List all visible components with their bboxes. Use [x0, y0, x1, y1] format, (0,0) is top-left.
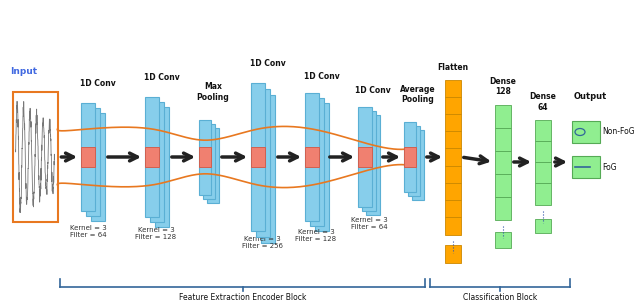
Bar — [199, 120, 211, 195]
Bar — [145, 147, 159, 167]
Bar — [366, 115, 380, 215]
Bar — [362, 111, 376, 211]
Text: 1D Conv: 1D Conv — [80, 79, 116, 88]
Bar — [404, 122, 416, 192]
Bar — [495, 105, 511, 127]
Bar — [404, 147, 416, 167]
Bar — [445, 114, 461, 131]
Bar — [358, 147, 372, 167]
Bar — [572, 156, 600, 178]
Bar — [13, 92, 58, 222]
Bar — [445, 166, 461, 183]
Bar — [535, 120, 551, 141]
Bar — [495, 174, 511, 196]
Bar — [91, 113, 105, 221]
Bar — [495, 196, 511, 220]
Bar — [305, 93, 319, 221]
Bar — [203, 124, 215, 199]
Bar — [572, 121, 600, 143]
Bar — [199, 147, 211, 167]
Text: Kernel = 3
Filter = 256: Kernel = 3 Filter = 256 — [241, 236, 282, 249]
Bar — [256, 89, 270, 237]
Text: Non-FoG: Non-FoG — [602, 127, 635, 137]
Text: Output: Output — [573, 92, 607, 101]
Bar — [535, 183, 551, 204]
Bar — [445, 200, 461, 217]
Text: 1D Conv: 1D Conv — [250, 59, 286, 68]
Bar — [81, 147, 95, 167]
Bar — [535, 141, 551, 162]
Bar — [261, 95, 275, 243]
Bar — [445, 245, 461, 263]
Bar — [445, 97, 461, 114]
Bar — [81, 103, 95, 211]
Text: Dense
64: Dense 64 — [529, 92, 556, 112]
Bar — [495, 127, 511, 150]
Text: Input: Input — [10, 67, 38, 76]
Text: Flatten: Flatten — [437, 63, 468, 71]
Text: 1D Conv: 1D Conv — [304, 72, 340, 81]
Bar — [495, 150, 511, 174]
Bar — [305, 147, 319, 167]
Text: Feature Extraction Encoder Block: Feature Extraction Encoder Block — [179, 293, 306, 302]
Bar — [535, 162, 551, 183]
Text: Dense
128: Dense 128 — [490, 77, 516, 96]
Text: 1D Conv: 1D Conv — [355, 86, 391, 95]
Bar — [86, 108, 100, 216]
Bar — [150, 102, 164, 222]
Text: FoG: FoG — [602, 163, 616, 171]
Bar — [495, 231, 511, 247]
Bar — [445, 131, 461, 149]
Bar — [251, 83, 265, 231]
Bar — [251, 147, 265, 167]
Text: 1D Conv: 1D Conv — [144, 73, 180, 82]
Text: Kernel = 3
Filter = 64: Kernel = 3 Filter = 64 — [70, 225, 106, 238]
Bar — [445, 217, 461, 235]
Bar — [358, 107, 372, 207]
Bar — [412, 130, 424, 200]
Text: Classification Block: Classification Block — [463, 293, 537, 302]
Bar — [155, 107, 169, 227]
Text: Kernel = 3
Filter = 128: Kernel = 3 Filter = 128 — [296, 229, 337, 242]
Text: Max
Pooling: Max Pooling — [196, 82, 229, 102]
Bar — [445, 80, 461, 97]
Bar — [207, 127, 219, 203]
Bar — [445, 149, 461, 166]
Text: Average
Pooling: Average Pooling — [400, 84, 436, 104]
Bar — [315, 103, 329, 231]
Bar — [408, 126, 420, 196]
Bar — [310, 98, 324, 226]
Bar — [445, 183, 461, 200]
Bar — [535, 218, 551, 232]
Text: Kernel = 3
Filter = 64: Kernel = 3 Filter = 64 — [351, 217, 387, 230]
Bar — [145, 97, 159, 217]
Text: Kernel = 3
Filter = 128: Kernel = 3 Filter = 128 — [136, 227, 177, 240]
